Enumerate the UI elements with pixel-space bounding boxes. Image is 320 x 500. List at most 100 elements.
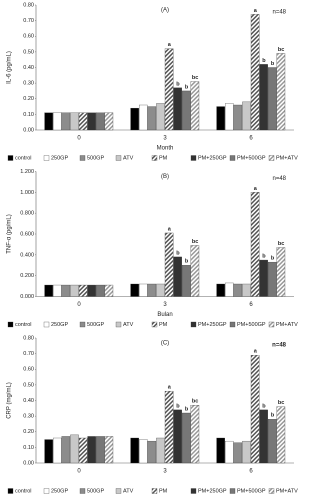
legend-label: PM+250GP — [198, 155, 227, 161]
bar — [156, 103, 165, 131]
legend-label: PM+250GP — [198, 488, 227, 494]
legend-swatch — [43, 488, 50, 494]
y-tick-label: 0.30 — [23, 414, 34, 420]
significance-letter: b — [185, 259, 189, 265]
legend-swatch — [229, 155, 236, 161]
bar — [104, 112, 114, 131]
bar — [182, 90, 191, 131]
bar — [233, 442, 243, 464]
bar — [259, 409, 268, 464]
significance-letter: a — [168, 385, 172, 391]
significance-letter: a — [168, 226, 172, 232]
legend-swatch — [43, 321, 50, 328]
significance-letter: b — [262, 403, 266, 409]
bar — [225, 282, 234, 297]
bar — [130, 283, 139, 297]
bar — [156, 437, 165, 464]
legend-swatch — [229, 321, 236, 328]
legend-swatch — [79, 488, 86, 494]
bar — [61, 284, 71, 297]
legend-swatch — [115, 321, 122, 328]
bar — [268, 261, 277, 297]
legend-swatch — [268, 321, 275, 328]
y-tick-label: 0.70 — [23, 351, 34, 357]
bar — [130, 437, 139, 464]
y-tick-label: 0.200 — [20, 273, 34, 279]
figure: 0.00 0.10 0.20 0.30 0.40 0.50 0.60 0.70 0.80 IL-6… — [7, 2, 298, 494]
bar — [268, 419, 277, 464]
significance-letter: b — [176, 81, 180, 87]
bar — [87, 436, 96, 464]
legend-label: control — [15, 488, 32, 494]
legend-label: PM+500GP — [237, 488, 266, 494]
significance-letter: b — [262, 58, 266, 64]
bar — [78, 437, 88, 464]
x-tick-label: 6 — [249, 302, 253, 308]
significance-letter: b — [185, 406, 189, 412]
bar — [70, 434, 79, 464]
x-tick-label: 3 — [163, 469, 167, 475]
y-tick-label: 0.20 — [23, 429, 34, 435]
y-tick-label: 0.70 — [23, 18, 34, 24]
y-tick-label: 0.30 — [23, 81, 34, 87]
sample-size: n=48 — [272, 10, 286, 16]
bar — [225, 440, 234, 464]
legend-label: control — [15, 155, 32, 161]
significance-letter: a — [254, 186, 258, 192]
bar — [268, 67, 277, 131]
bar — [259, 64, 268, 131]
y-axis-label: IL-6 (pg/mL) — [7, 51, 13, 84]
significance-letter: bc — [192, 399, 198, 405]
y-tick-label: 0.50 — [23, 49, 34, 55]
significance-letter: a — [168, 42, 172, 48]
bar — [225, 103, 234, 131]
legend-swatch — [79, 155, 86, 161]
bar — [173, 87, 182, 131]
legend-swatch — [190, 155, 197, 161]
bar — [147, 106, 157, 131]
y-axis-label: TNF-α (pg/mL) — [7, 214, 13, 253]
chart-title: (A) — [161, 8, 169, 14]
x-tick-label: 6 — [249, 469, 253, 475]
bar — [233, 283, 243, 297]
bar — [173, 409, 182, 464]
significance-letter: b — [271, 413, 275, 419]
legend-swatch — [151, 321, 158, 328]
bar — [44, 439, 53, 464]
bar — [216, 283, 225, 297]
bar — [70, 284, 79, 297]
bar — [182, 412, 191, 464]
bar — [44, 284, 53, 297]
bar — [276, 406, 286, 464]
significance-letter: b — [271, 256, 275, 262]
bar — [164, 232, 174, 297]
bar — [164, 48, 174, 131]
bar — [164, 390, 174, 464]
bar — [104, 284, 114, 297]
legend-swatch — [7, 155, 14, 161]
y-tick-label: 0.60 — [23, 34, 34, 40]
bar — [139, 283, 148, 297]
legend-label: PM+500GP — [237, 322, 266, 328]
significance-letter: bc — [278, 47, 284, 53]
bar — [276, 53, 286, 131]
bar — [96, 112, 105, 131]
significance-letter: b — [176, 250, 180, 256]
significance-letter: a — [254, 349, 258, 355]
chart-title: (B) — [161, 174, 169, 180]
significance-letter: bc — [278, 241, 284, 247]
legend-label: PM — [159, 322, 168, 328]
legend-label: ATV — [123, 488, 134, 494]
bar — [61, 112, 71, 131]
legend-swatch — [229, 488, 236, 494]
sample-size: n=48 — [272, 176, 286, 182]
y-tick-label: 1.000 — [20, 190, 34, 196]
y-tick-label: 0.80 — [23, 2, 34, 8]
legend-label: PM+500GP — [237, 155, 266, 161]
bar — [78, 112, 88, 131]
legend-swatch — [268, 155, 275, 161]
bar — [104, 436, 114, 464]
x-tick-label: 0 — [77, 469, 81, 475]
significance-letter: a — [254, 8, 258, 14]
bar — [216, 437, 225, 464]
